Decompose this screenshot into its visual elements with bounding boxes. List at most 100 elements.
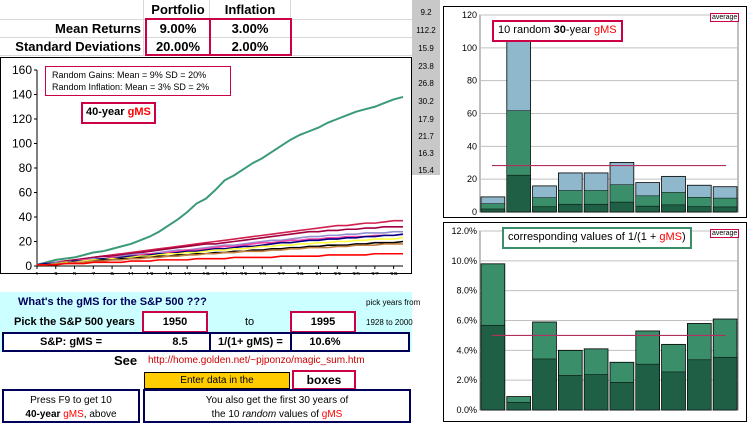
to-label: to [245, 316, 255, 328]
sp500-result-box [2, 332, 410, 352]
side-value: 16.3 [418, 149, 434, 158]
f9-line2: 40-year gMS, above [4, 408, 138, 422]
x-tick-label: 27 [277, 272, 285, 275]
pick-years-label: Pick the S&P 500 years [14, 316, 135, 328]
bar-inner-10 [712, 356, 738, 411]
bar-top-title-bold: 30 [553, 24, 566, 36]
bar-bottom-title-gms: gMS [659, 231, 682, 243]
row-label-mean-returns: Mean Returns [55, 21, 141, 36]
bar-inner-7 [635, 363, 660, 411]
header-portfolio: Portfolio [151, 2, 205, 17]
mean-inflation-value[interactable]: 3.00% [231, 21, 269, 36]
sp500-question: What's the gMS for the S&P 500 ??? [18, 296, 207, 308]
row-label-standard-deviations: Standard Deviations [15, 39, 141, 54]
bar-inner-4 [558, 375, 583, 411]
y-tick-label: 20 [467, 174, 477, 184]
chart-40yr-label: 40-year gMS [81, 102, 156, 124]
bar-inner-1 [480, 324, 506, 411]
x-tick-label: 9 [110, 272, 114, 275]
y-tick-label: 120 [12, 112, 32, 126]
sp-divider-1 [209, 332, 211, 352]
side-value: 23.8 [418, 62, 434, 71]
x-tick-label: 1 [35, 272, 39, 275]
mean-portfolio-value[interactable]: 9.00% [159, 21, 197, 36]
y-tick-label: 80 [19, 161, 33, 175]
label-gms: gMS [127, 106, 151, 118]
y-tick-label: 60 [467, 109, 477, 119]
sp-gms-value: 8.5 [172, 336, 188, 348]
y-tick-label: 8.0% [456, 286, 477, 296]
x-tick-label: 37 [371, 272, 379, 275]
year-from-input[interactable]: 1950 [142, 311, 208, 333]
y-tick-label: 6.0% [456, 316, 477, 326]
bar-bottom-average-label: average [710, 229, 740, 238]
magic-sum-link[interactable]: http://home.golden.net/~pjponzo/magic_su… [148, 355, 365, 366]
x-tick-label: 7 [91, 272, 95, 275]
sp-divider-2 [290, 332, 292, 352]
x-tick-label: 3 [54, 272, 58, 275]
bar-chart-bottom[interactable]: 0.0% 2.0% 4.0% 6.0% 8.0% 10.0% 12.0% correspon… [443, 222, 747, 422]
bar-chart-top[interactable]: 0 20 40 60 80 100 120 10 random 30-year gMS av… [443, 6, 747, 218]
side-value-column: 9.2 112.2 15.9 23.8 26.8 30.2 17.9 21.7 … [412, 0, 440, 175]
enter-data-label: Enter data in the [144, 372, 290, 389]
f9-note-box: Press F9 to get 10 40-year gMS, above [2, 389, 140, 423]
divider-input [209, 18, 211, 56]
year-to-input[interactable]: 1995 [290, 311, 356, 333]
bar-base-8 [661, 204, 686, 213]
y-tick-label: 20 [19, 235, 33, 249]
bar-top-title: 10 random 30-year gMS [492, 20, 623, 42]
bar-base-3 [532, 206, 557, 213]
label-40year: 40-year [86, 106, 128, 118]
y-tick-label: 10.0% [451, 256, 477, 266]
y-tick-label: 4.0% [456, 345, 477, 355]
y-tick-label: 2.0% [456, 375, 477, 385]
bar-base-4 [558, 203, 583, 213]
side-value: 9.2 [420, 8, 432, 17]
also-mid: values of [276, 409, 322, 420]
sp-inv-label: 1/(1+ gMS) = [218, 336, 283, 348]
side-value: 17.9 [418, 115, 434, 124]
bar-base-5 [583, 203, 609, 213]
x-tick-label: 33 [333, 272, 341, 275]
also-prefix: the 10 [211, 409, 243, 420]
also-gms: gMS [321, 409, 343, 420]
bar-base-6 [609, 201, 635, 213]
boxes-label: boxes [292, 370, 356, 390]
side-value: 21.7 [418, 132, 434, 141]
pick-note-2: 1928 to 2000 [366, 318, 413, 327]
bar-base-10 [712, 206, 738, 213]
y-tick-label: 12.0% [451, 226, 477, 236]
y-tick-label: 100 [12, 137, 32, 151]
x-tick-label: 5 [73, 272, 77, 275]
bar-inner-9 [687, 359, 712, 411]
bar-top-title-mid: -year [565, 24, 595, 36]
y-tick-label: 60 [19, 186, 33, 200]
f9-40year: 40-year [25, 409, 64, 420]
f9-gms: gMS [63, 409, 84, 420]
series-line-1 [36, 95, 404, 266]
f9-line1: Press F9 to get 10 [30, 395, 112, 406]
x-tick-label: 17 [183, 272, 191, 275]
x-tick-label: 35 [352, 272, 360, 275]
y-tick-label: 0.0% [456, 405, 477, 415]
bar-inner-2 [506, 401, 531, 411]
main-line-chart[interactable]: 0204060801001201401601357911131517192123… [0, 57, 412, 275]
x-tick-label: 29 [296, 272, 304, 275]
side-value: 15.4 [418, 166, 434, 175]
header-inflation: Inflation [224, 2, 276, 17]
line-chart-svg: 0204060801001201401601357911131517192123… [12, 63, 404, 275]
side-value: 112.2 [416, 26, 436, 35]
bar-chart-top-svg: 0 20 40 60 80 100 120 [462, 10, 739, 217]
y-tick-label: 160 [12, 63, 32, 77]
sd-portfolio-value[interactable]: 20.00% [155, 39, 201, 54]
y-tick-label: 80 [467, 76, 477, 86]
bar-inner-5 [583, 374, 609, 411]
bar-inner-6 [609, 382, 635, 411]
input-box-top [145, 18, 292, 56]
x-tick-label: 25 [258, 272, 266, 275]
series-line-3 [36, 226, 403, 266]
sd-inflation-value[interactable]: 2.00% [231, 39, 269, 54]
bar-top-title-prefix: 10 random [498, 24, 554, 36]
side-value: 26.8 [418, 79, 434, 88]
bar-bottom-title-suffix: ) [681, 231, 686, 243]
